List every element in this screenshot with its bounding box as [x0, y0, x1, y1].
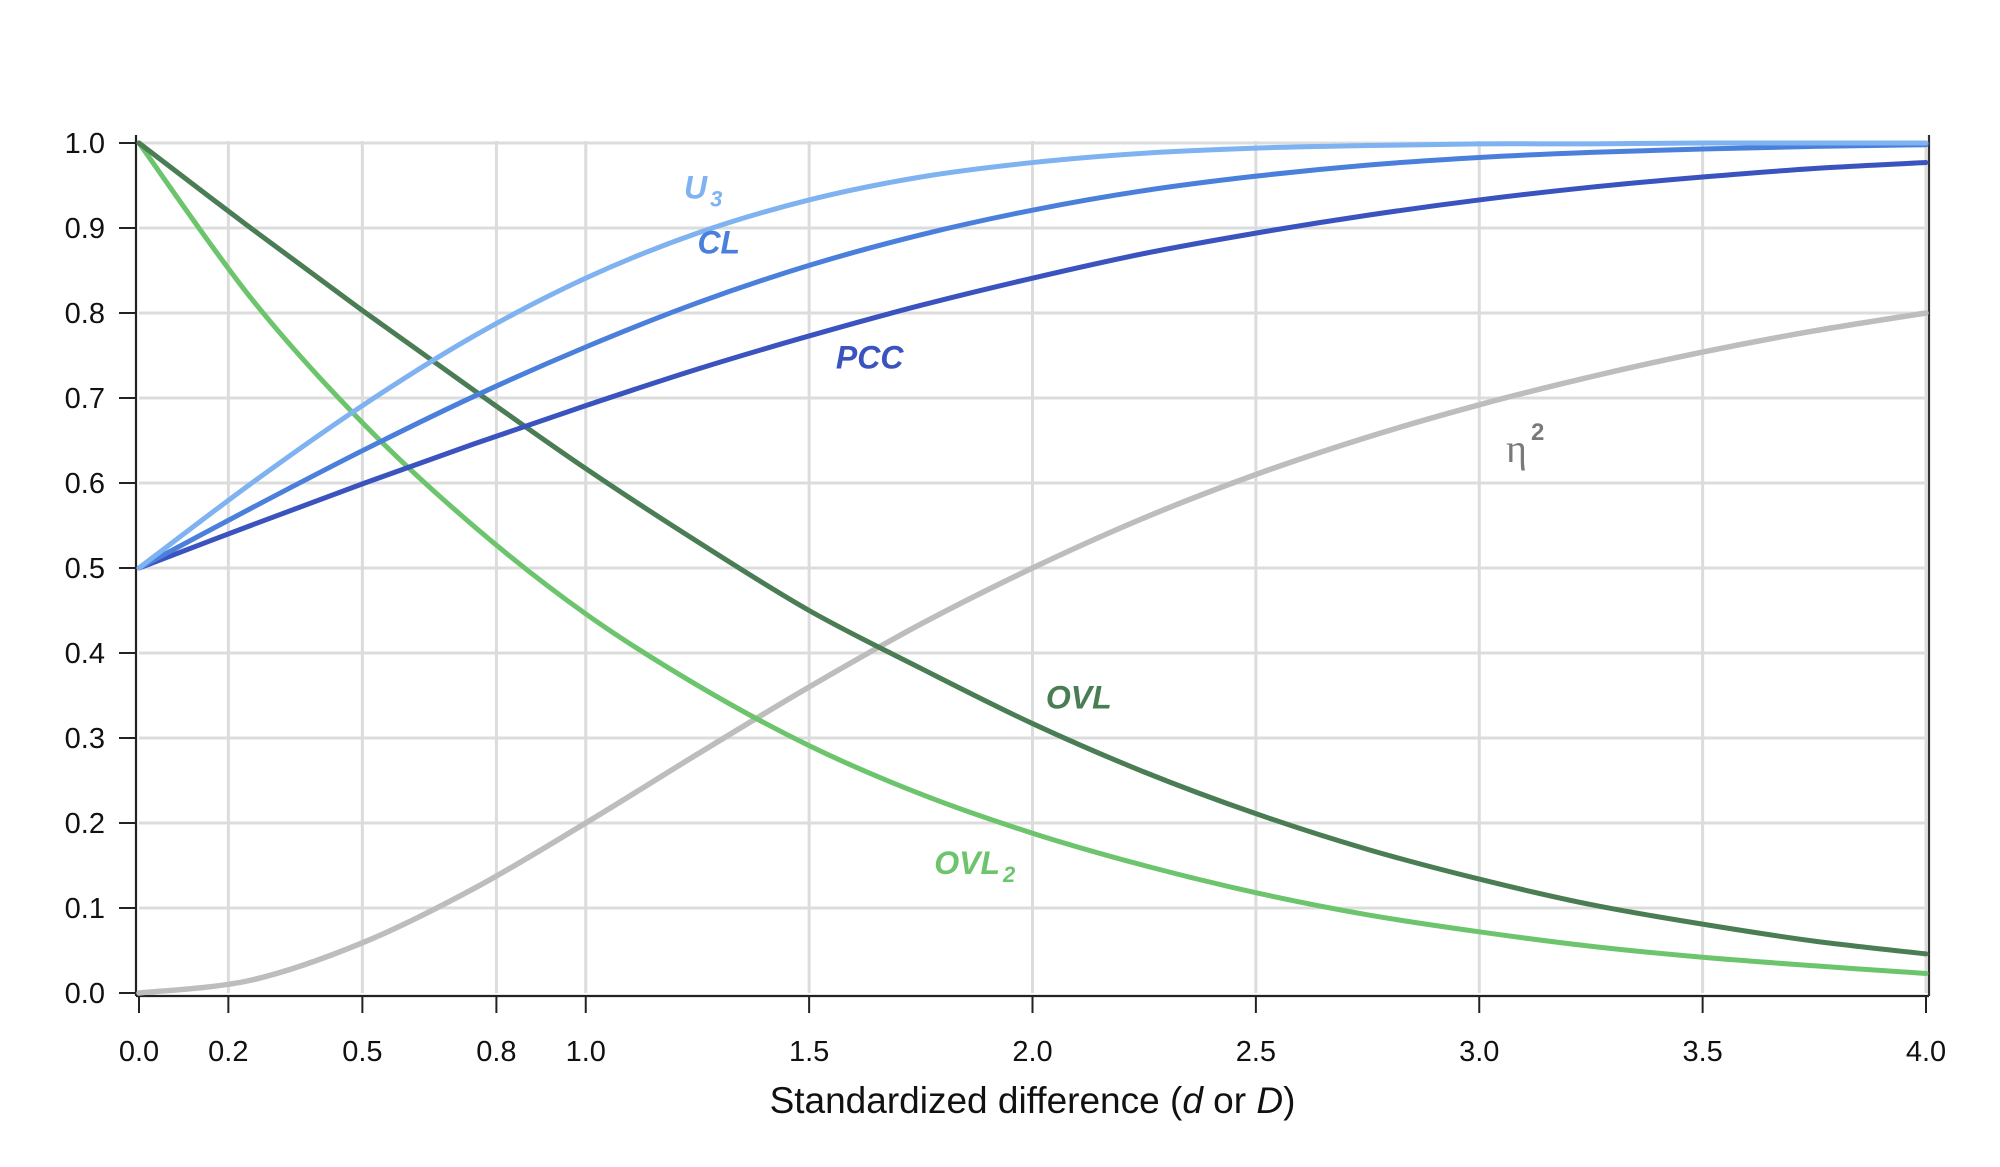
y-tick-label: 0.8 [65, 298, 105, 330]
y-tick-label: 0.0 [65, 978, 105, 1010]
x-axis-title-text: or [1203, 1080, 1256, 1121]
x-tick-label: 4.0 [1906, 1036, 1946, 1068]
x-tick-label: 0.5 [342, 1036, 382, 1068]
x-tick-label: 1.0 [566, 1036, 606, 1068]
y-tick-label: 0.5 [65, 553, 105, 585]
y-tick-label: 0.1 [65, 893, 105, 925]
y-tick-label: 0.4 [65, 638, 105, 670]
y-tick-label: 0.9 [65, 213, 105, 245]
series-labels: U 3 CL PCC OVL OVL 2 η 2 [684, 169, 1544, 887]
x-axis-ticks: 0.0 0.2 0.5 0.8 1.0 1.5 2.0 2.5 3.0 3.5 4.0 [119, 996, 1946, 1068]
x-tick-label: 0.8 [476, 1036, 516, 1068]
series-label-pcc: PCC [836, 339, 904, 375]
y-tick-label: 0.6 [65, 468, 105, 500]
series-lines [136, 140, 1929, 996]
y-tick-label: 0.3 [65, 723, 105, 755]
y-tick-label: 1.0 [65, 128, 105, 160]
series-line-cl [136, 142, 1929, 571]
x-tick-label: 3.5 [1682, 1036, 1722, 1068]
series-label-ovl: OVL [1046, 679, 1112, 715]
series-label-cl: CL [697, 225, 740, 261]
x-tick-label: 1.5 [789, 1036, 829, 1068]
series-label-superscript: 2 [1531, 419, 1544, 446]
x-tick-label: 0.2 [208, 1036, 248, 1068]
series-line-pcc [136, 160, 1929, 571]
series-label-subscript: 3 [710, 186, 722, 211]
x-tick-label: 2.5 [1236, 1036, 1276, 1068]
x-axis-title-text: ) [1283, 1080, 1295, 1121]
y-tick-label: 0.2 [65, 808, 105, 840]
x-tick-label: 0.0 [119, 1036, 159, 1068]
x-axis-title-variable: d [1182, 1080, 1204, 1121]
y-tick-label: 0.7 [65, 383, 105, 415]
x-axis-title-text: Standardized difference ( [770, 1080, 1183, 1121]
series-line-u3 [136, 140, 1929, 571]
series-line-ovl [136, 140, 1929, 957]
series-label-ovl2: OVL 2 [934, 845, 1016, 887]
x-tick-label: 2.0 [1012, 1036, 1052, 1068]
series-line-eta-squared [136, 310, 1929, 996]
x-tick-label: 3.0 [1459, 1036, 1499, 1068]
series-label-subscript: 2 [1002, 862, 1016, 887]
x-axis-title: Standardized difference (d or D) [770, 1080, 1296, 1121]
series-line-ovl2 [136, 140, 1929, 976]
y-axis-ticks: 0.0 0.1 0.2 0.3 0.4 0.5 0.6 0.7 0.8 0.9 1.0 [65, 128, 136, 1010]
x-axis-title-variable: D [1256, 1080, 1283, 1121]
